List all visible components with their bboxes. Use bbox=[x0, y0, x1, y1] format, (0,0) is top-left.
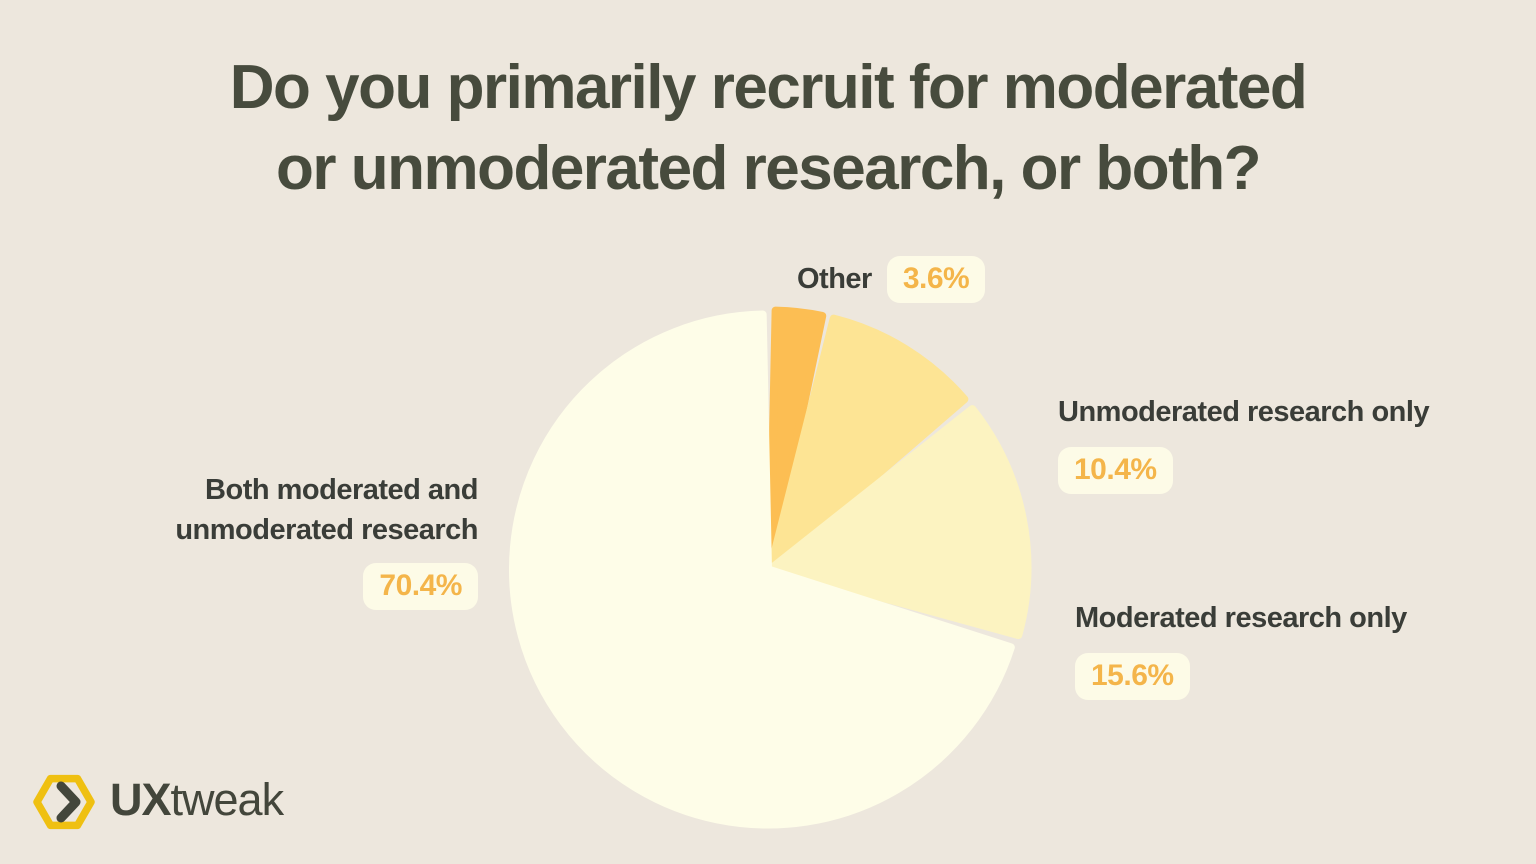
uxtweak-wordmark-bold: UX bbox=[110, 773, 172, 825]
chart-title-line1: Do you primarily recruit for moderated bbox=[229, 53, 1308, 122]
callout-both-label-line2: unmoderated research bbox=[175, 514, 478, 547]
uxtweak-wordmark-light: tweak bbox=[170, 773, 285, 825]
pie-chart-container bbox=[500, 298, 1040, 838]
callout-other: Other 3.6% bbox=[797, 256, 986, 303]
callout-moderated: Moderated research only 15.6% bbox=[1075, 598, 1407, 701]
pie-slice-unmoderated bbox=[767, 314, 969, 570]
pie-slice-both bbox=[509, 310, 1015, 829]
chart-title: Do you primarily recruit for moderated o… bbox=[0, 48, 1536, 209]
callout-other-percent-badge: 3.6% bbox=[886, 256, 986, 303]
uxtweak-logo: UXtweak bbox=[31, 769, 285, 835]
uxtweak-wordmark: UXtweak bbox=[110, 773, 285, 828]
pie-slice-moderated bbox=[768, 405, 1032, 640]
callout-moderated-percent-badge: 15.6% bbox=[1075, 653, 1190, 701]
pie-slice-other bbox=[766, 306, 827, 570]
uxtweak-hexagon-icon bbox=[33, 774, 95, 830]
callout-both-label-line1: Both moderated and bbox=[205, 474, 478, 506]
callout-both-percent-badge: 70.4% bbox=[363, 563, 478, 611]
callout-unmoderated-label: Unmoderated research only bbox=[1058, 396, 1430, 428]
callout-both: Both moderated and unmoderated research … bbox=[58, 470, 479, 611]
callout-unmoderated: Unmoderated research only 10.4% bbox=[1058, 392, 1430, 495]
callout-unmoderated-percent-badge: 10.4% bbox=[1058, 447, 1173, 495]
pie-chart bbox=[509, 306, 1032, 829]
callout-moderated-label: Moderated research only bbox=[1075, 602, 1407, 634]
chart-title-line2: or unmoderated research, or both? bbox=[275, 133, 1262, 203]
callout-other-label: Other bbox=[797, 263, 872, 296]
